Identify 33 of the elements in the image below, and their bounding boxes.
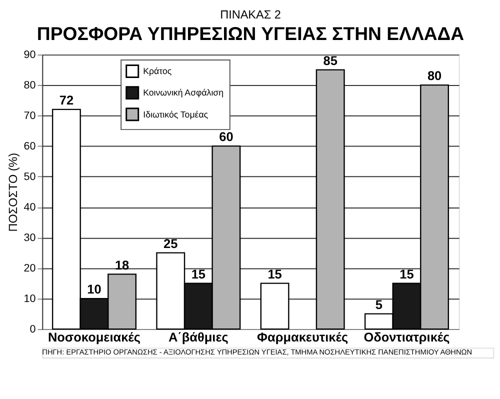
y-tick-label: 40 bbox=[24, 202, 36, 214]
bar bbox=[316, 69, 345, 330]
data-label: 25 bbox=[164, 236, 178, 251]
data-label: 18 bbox=[114, 257, 130, 272]
data-label: 15 bbox=[400, 266, 414, 282]
x-tick-label: Νοσοκομειακές bbox=[48, 329, 141, 344]
y-tick-label: 60 bbox=[24, 140, 36, 153]
x-tick-label: Α΄βάθμιες bbox=[168, 329, 229, 344]
y-tick-label: 90 bbox=[24, 49, 36, 61]
data-label: 60 bbox=[219, 129, 234, 144]
y-tick-label: 50 bbox=[24, 171, 36, 184]
data-label: 5 bbox=[375, 296, 383, 312]
data-label: 10 bbox=[87, 282, 102, 297]
legend-label: Κοινωνική Ασφάλιση bbox=[143, 88, 224, 98]
y-tick-label: 10 bbox=[24, 293, 36, 306]
y-tick-label: 0 bbox=[30, 324, 36, 336]
x-tick-label: Φαρμακευτικές bbox=[257, 329, 348, 344]
chart-subtitle: ΠΙΝΑΚΑΣ 2 bbox=[220, 8, 281, 22]
y-tick-label: 30 bbox=[24, 232, 36, 244]
legend-label: Ιδιωτικός Τομέας bbox=[143, 109, 208, 120]
data-label: 15 bbox=[191, 266, 206, 282]
data-label: 85 bbox=[323, 52, 338, 68]
x-tick-label: Οδοντιατρικές bbox=[364, 329, 450, 344]
y-axis-title: ΠΟΣΟΣΤΟ (%) bbox=[6, 152, 20, 232]
legend-label: Κράτος bbox=[143, 66, 172, 76]
data-label: 15 bbox=[268, 266, 282, 282]
data-label: 80 bbox=[427, 68, 442, 84]
y-tick-label: 80 bbox=[24, 80, 36, 92]
data-label: 72 bbox=[59, 92, 74, 108]
bar bbox=[260, 282, 290, 330]
chart-title: ΠΡΟΣΦΟΡΑ ΥΠΗΡΕΣΙΩΝ ΥΓΕΙΑΣ ΣΤΗΝ ΕΛΛΑΔΑ bbox=[36, 22, 464, 44]
y-tick-label: 70 bbox=[24, 110, 36, 122]
y-tick-label: 20 bbox=[24, 262, 36, 275]
